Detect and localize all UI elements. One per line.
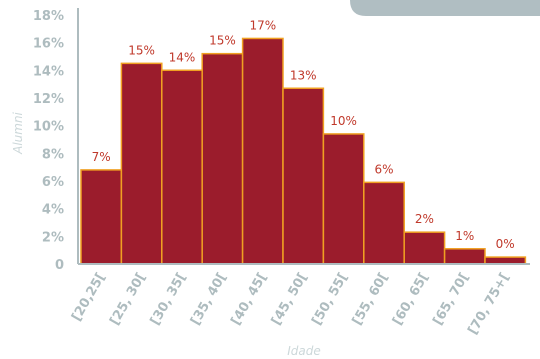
x-tick-label: [70, 75+[ [465, 270, 512, 337]
bar [443, 248, 486, 265]
y-tick-label: 14% [33, 64, 64, 79]
y-tick-label: 0 [55, 258, 64, 273]
bar [241, 37, 284, 265]
x-tick-label: [65, 70[ [431, 270, 473, 327]
x-tick-labels: [20,25[[25, 30[[30, 35[[35, 40[[40, 45[[… [69, 270, 513, 337]
y-axis-title: Alumni [11, 111, 25, 154]
data-label: 13% [290, 68, 317, 82]
y-tick-label: 10% [33, 120, 64, 135]
bar [484, 256, 527, 265]
bar [403, 231, 446, 265]
x-tick-label: [60, 65[ [390, 270, 432, 327]
y-tick-labels: 0 2% 4% 6% 8% 10% 12% 14% 16% 18% [33, 9, 64, 273]
y-tick-label: 2% [42, 230, 64, 245]
data-label: 0% [496, 237, 515, 251]
bar [282, 87, 325, 265]
data-label: 14% [169, 50, 196, 64]
data-label: 17% [249, 18, 276, 32]
y-tick-label: 8% [42, 147, 64, 162]
data-labels: 7% 15% 14% 15% 17% 13% 10% 6% 2% 1% 0% [92, 18, 515, 251]
data-label: 6% [374, 162, 393, 176]
bar [120, 62, 163, 265]
bars [80, 37, 527, 265]
y-tick-label: 18% [33, 9, 64, 24]
data-label: 10% [330, 114, 357, 128]
y-tick-label: 6% [42, 175, 64, 190]
data-label: 15% [128, 43, 155, 57]
data-label: 2% [415, 212, 434, 226]
x-tick-label: [50, 55[ [309, 270, 351, 327]
data-label: 15% [209, 34, 236, 48]
bar [363, 181, 405, 265]
x-tick-label: [20,25[ [69, 270, 109, 323]
bar [201, 52, 244, 265]
bar [80, 169, 123, 265]
data-label: 7% [92, 150, 111, 164]
x-tick-label: [35, 40[ [188, 270, 230, 327]
x-tick-label: [45, 50[ [269, 270, 311, 327]
x-tick-label: [25, 30[ [107, 270, 149, 327]
bar [161, 69, 203, 265]
y-tick-label: 4% [42, 203, 64, 218]
y-tick-label: 16% [33, 37, 64, 52]
y-tick-label: 12% [33, 92, 64, 107]
x-tick-label: [55, 60[ [350, 270, 392, 327]
x-tick-label: [30, 35[ [148, 270, 190, 327]
corner-decoration [350, 0, 540, 16]
x-axis-title: Idade [287, 344, 321, 358]
x-tick-label: [40, 45[ [229, 270, 271, 327]
data-label: 1% [455, 229, 474, 243]
bar [322, 133, 365, 265]
